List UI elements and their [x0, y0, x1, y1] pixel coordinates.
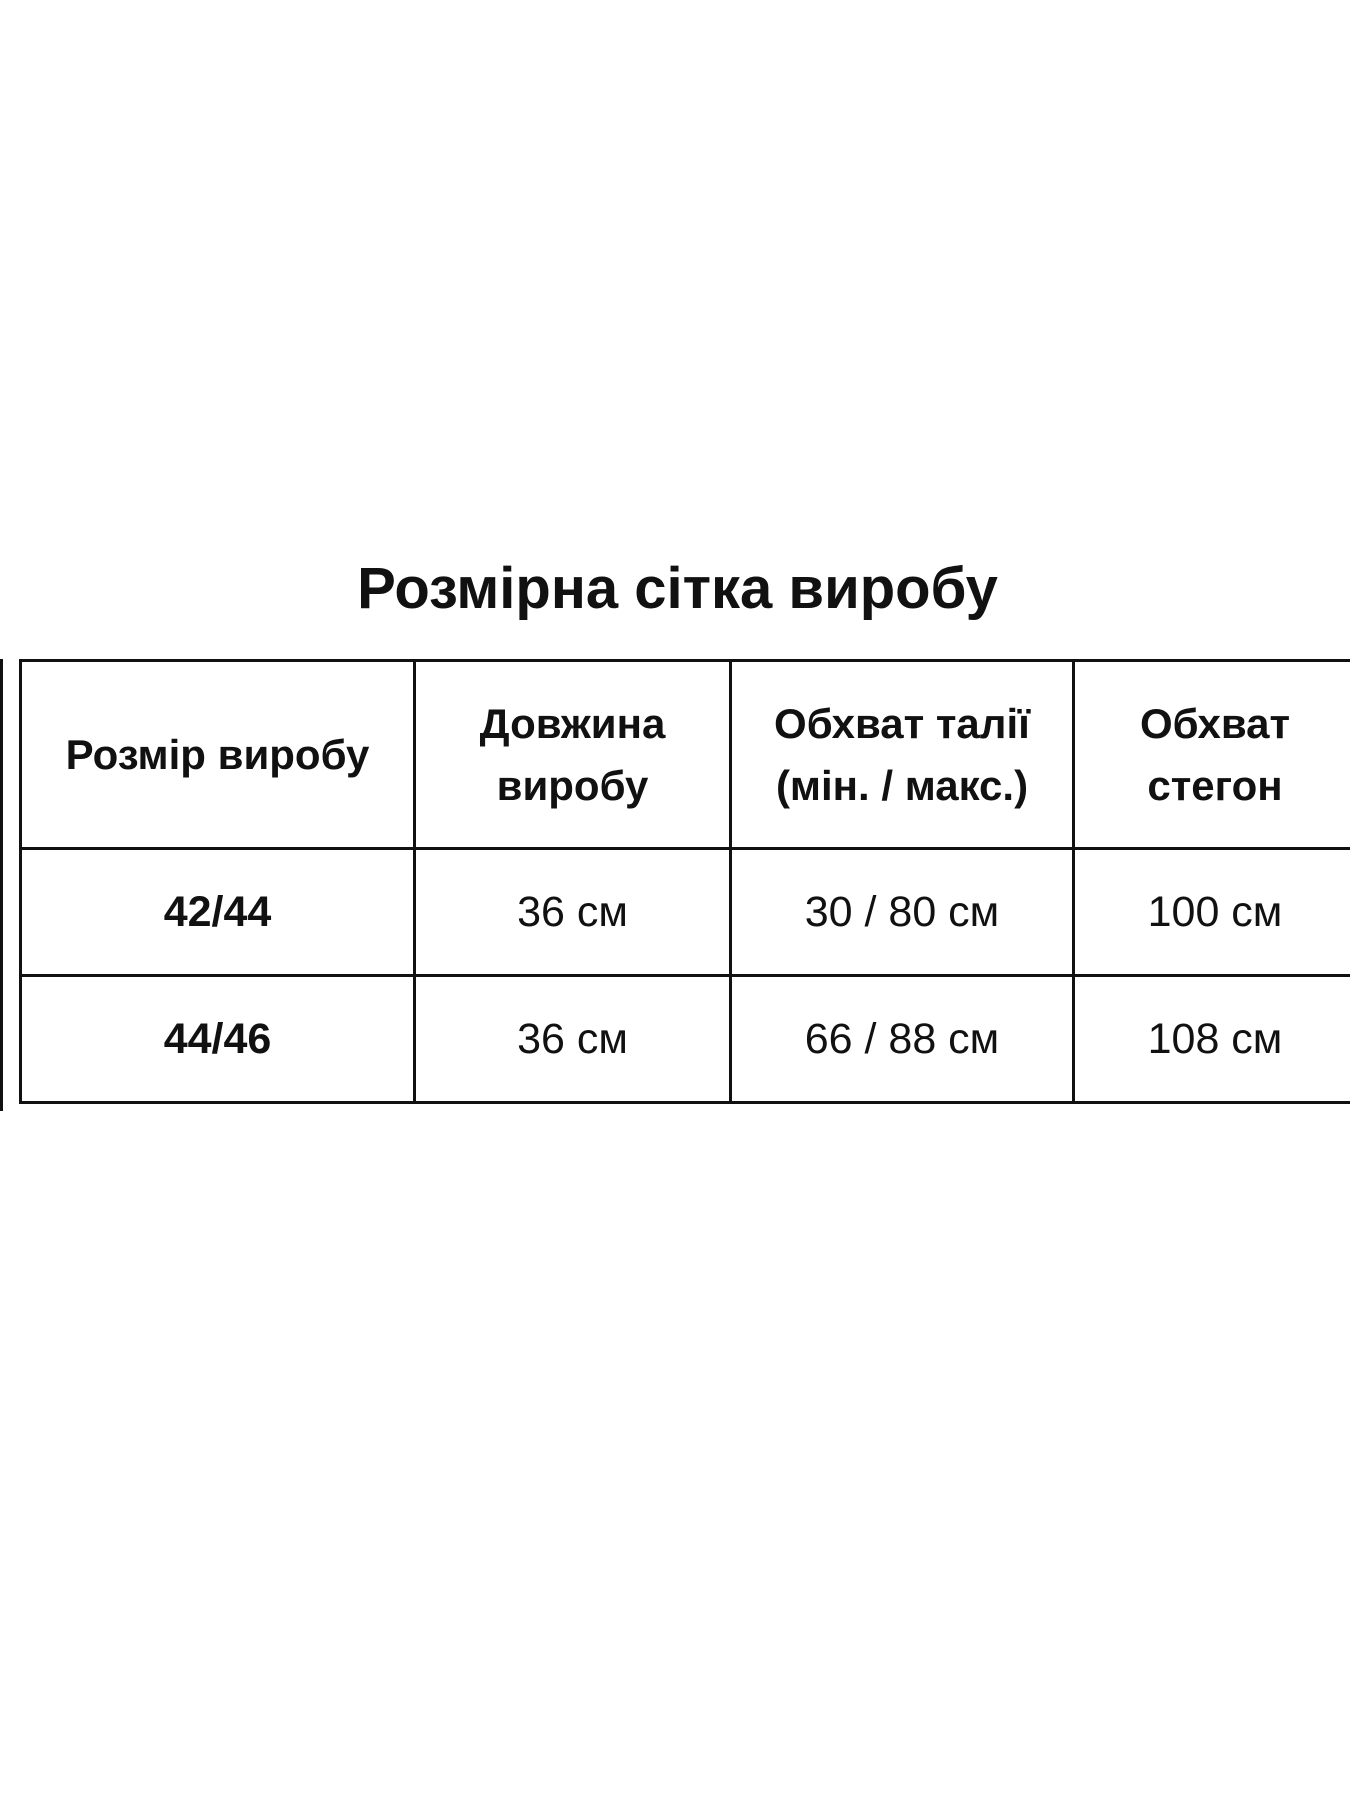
header-cell: Обхват талії (мін. / макс.): [729, 659, 1075, 850]
table-cell: 44/46: [19, 974, 416, 1104]
header-cell: Довжина виробу: [413, 659, 732, 850]
table-row: 44/46 36 см 66 / 88 см 108 см: [19, 974, 1350, 1104]
table-cell: 30 / 80 см: [729, 847, 1075, 977]
table-cell: 100 см: [1072, 847, 1350, 977]
title: Розмірна сітка виробу: [357, 556, 998, 621]
table-cell: 66 / 88 см: [729, 974, 1075, 1104]
table-body: 42/44 36 см 30 / 80 см 100 см 44/46 36 см 66 /…: [19, 847, 1350, 1104]
header-cell: Обхват стегон: [1072, 659, 1350, 850]
header-cell: Розмір виробу: [19, 659, 416, 850]
table-edge: [0, 659, 3, 1111]
header-row: Розмір виробу Довжина виробу Обхват талії …: [19, 659, 1350, 850]
size-table: Розмір виробу Довжина виробу Обхват талії …: [19, 659, 1350, 1104]
table-cell: 108 см: [1072, 974, 1350, 1104]
table-cell: 36 см: [413, 974, 732, 1104]
table-cell: 42/44: [19, 847, 416, 977]
table-row: 42/44 36 см 30 / 80 см 100 см: [19, 847, 1350, 977]
table-cell: 36 см: [413, 847, 732, 977]
